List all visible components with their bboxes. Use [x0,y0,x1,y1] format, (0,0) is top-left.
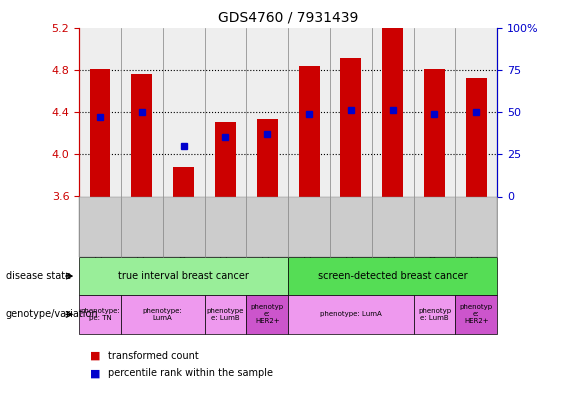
Text: ■: ■ [90,351,101,361]
Text: genotype/variation: genotype/variation [6,309,98,320]
Text: transformed count: transformed count [108,351,199,361]
Bar [89,69,111,196]
Text: phenotype
e: LumB: phenotype e: LumB [207,308,244,321]
Bar [340,58,361,196]
Bar [215,121,236,196]
Text: phenotype:
pe: TN: phenotype: pe: TN [80,308,120,321]
Text: true interval breast cancer: true interval breast cancer [118,271,249,281]
Bar [298,66,319,196]
Text: disease state: disease state [6,271,71,281]
Bar [382,28,403,196]
Bar [173,167,194,196]
Bar [424,69,445,196]
Bar [466,78,486,196]
Text: phenotype: LumA: phenotype: LumA [320,311,382,318]
Text: phenotype:
LumA: phenotype: LumA [143,308,182,321]
Bar [257,119,278,196]
Text: percentile rank within the sample: percentile rank within the sample [108,368,273,378]
Text: ■: ■ [90,368,101,378]
Text: screen-detected breast cancer: screen-detected breast cancer [318,271,467,281]
Bar [131,74,153,196]
Title: GDS4760 / 7931439: GDS4760 / 7931439 [218,11,358,25]
Text: phenotyp
e:
HER2+: phenotyp e: HER2+ [251,305,284,324]
Text: phenotyp
e: LumB: phenotyp e: LumB [418,308,451,321]
Text: phenotyp
e:
HER2+: phenotyp e: HER2+ [460,305,493,324]
